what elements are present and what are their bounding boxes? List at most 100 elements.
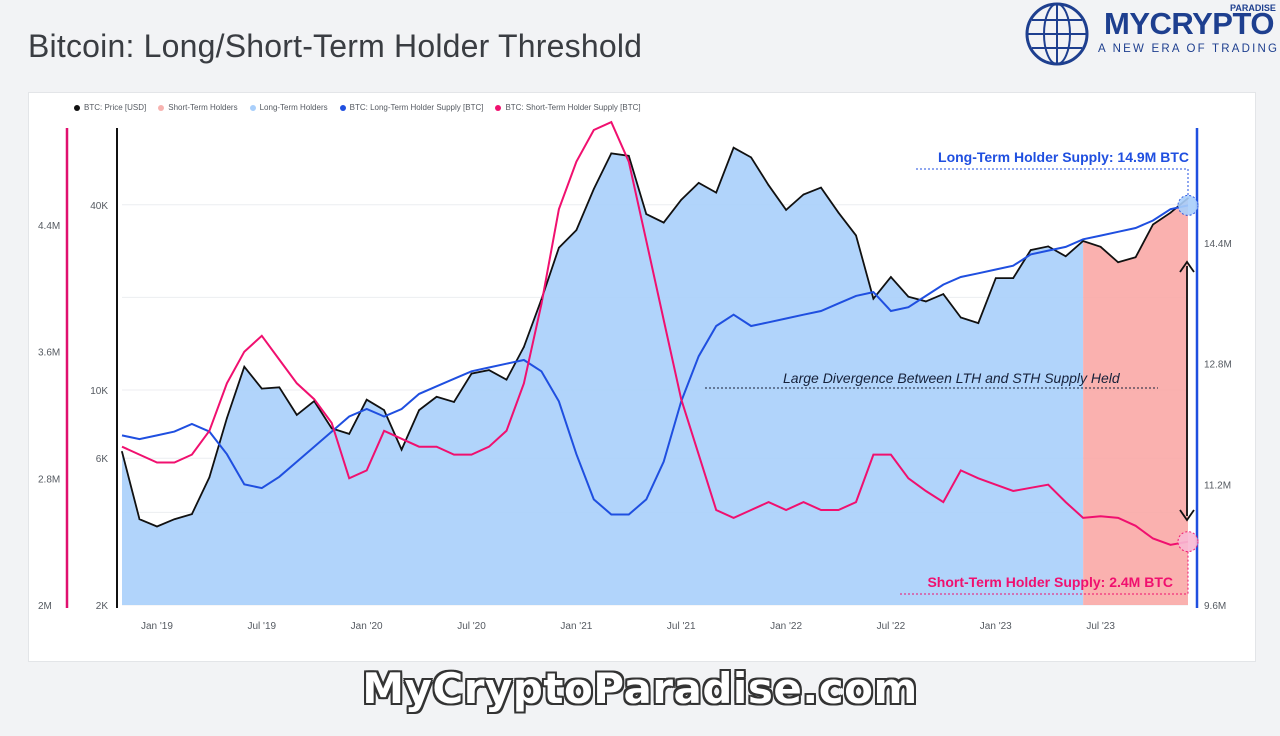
- x-axis-tick-5: Jul '21: [667, 621, 696, 632]
- price-point-25: [558, 246, 560, 249]
- series-sth-supply-line: [121, 120, 1189, 546]
- price-point-17: [418, 409, 420, 411]
- x-axis-tick-7: Jul '22: [877, 621, 906, 632]
- price-point-54: [1064, 255, 1067, 258]
- price-point-21: [488, 369, 490, 371]
- price-point-49: [977, 322, 980, 324]
- price-point-41: [837, 211, 840, 214]
- legend-label-sth-supply: BTC: Short-Term Holder Supply [BTC]: [505, 103, 641, 112]
- price-point-35: [732, 146, 735, 149]
- price-axis-tick-0: 2K: [96, 601, 109, 612]
- price-point-39: [802, 193, 805, 196]
- price-point-13: [348, 433, 350, 435]
- price-point-32: [680, 199, 683, 201]
- price-point-36: [750, 156, 752, 159]
- legend-swatch-sth-supply: [495, 104, 502, 111]
- series-lth-supply-line: [121, 204, 1189, 516]
- lth-axis-tick-2: 12.8M: [1204, 360, 1232, 371]
- price-point-47: [942, 293, 945, 295]
- sth-axis-tick-2: 3.6M: [38, 348, 60, 359]
- watermark: MyCryptoParadise.com: [362, 664, 918, 713]
- page-title: Bitcoin: Long/Short-Term Holder Threshol…: [28, 28, 643, 64]
- price-point-55: [1082, 240, 1084, 242]
- x-axis-tick-9: Jul '23: [1086, 621, 1115, 632]
- price-point-42: [855, 234, 857, 237]
- price-point-37: [767, 184, 770, 187]
- price-point-20: [470, 372, 473, 375]
- x-axis-tick-2: Jan '20: [351, 621, 383, 632]
- price-point-43: [872, 297, 875, 300]
- sth-axis-tick-3: 4.4M: [38, 221, 60, 232]
- legend-item-price: BTC: Price [USD]: [74, 103, 146, 112]
- legend-swatch-lth-supply: [339, 104, 346, 111]
- price-point-19: [453, 401, 455, 403]
- price-point-11: [313, 400, 316, 402]
- chart-legend: BTC: Price [USD] Short-Term Holders Long…: [74, 103, 641, 112]
- legend-item-sth-supply: BTC: Short-Term Holder Supply [BTC]: [495, 103, 641, 112]
- price-point-48: [960, 316, 962, 319]
- price-point-6: [226, 417, 228, 419]
- logo-subbrand: PARADISE: [1230, 3, 1276, 13]
- sth-supply-annotation: Short-Term Holder Supply: 2.4M BTC: [927, 574, 1173, 590]
- price-point-2: [156, 525, 158, 528]
- price-point-38: [785, 209, 787, 211]
- series-price-line: [121, 146, 1189, 528]
- legend-label-lth-supply: BTC: Long-Term Holder Supply [BTC]: [349, 103, 484, 112]
- lth-axis-tick-1: 11.2M: [1204, 480, 1231, 491]
- price-point-0: [121, 450, 123, 453]
- price-point-45: [907, 295, 910, 298]
- long-term-holders-area: [122, 147, 1084, 605]
- price-point-46: [925, 300, 927, 303]
- globe-icon: [1025, 2, 1089, 66]
- lth-axis-tick-3: 14.4M: [1204, 239, 1232, 250]
- price-point-51: [1012, 277, 1015, 279]
- legend-label-price: BTC: Price [USD]: [84, 103, 147, 112]
- price-point-58: [1134, 256, 1137, 259]
- price-point-10: [295, 414, 298, 416]
- x-axis-tick-4: Jan '21: [560, 621, 592, 632]
- lth-axis-tick-0: 9.6M: [1204, 601, 1226, 612]
- short-term-holders-area: [1083, 198, 1188, 605]
- price-axis-tick-2: 10K: [90, 386, 108, 397]
- price-point-56: [1099, 246, 1102, 248]
- price-point-52: [1029, 249, 1032, 251]
- price-point-9: [278, 386, 281, 389]
- price-point-22: [505, 378, 508, 381]
- sth-axis-tick-1: 2.8M: [38, 474, 60, 485]
- price-axis-tick-3: 40K: [90, 201, 108, 212]
- legend-label-long-term-holders: Long-Term Holders: [259, 103, 328, 112]
- price-point-59: [1152, 223, 1154, 226]
- price-point-57: [1117, 261, 1119, 264]
- sth-endpoint-marker: [1177, 531, 1199, 553]
- logo-name: MYCRYPTO: [1104, 6, 1274, 41]
- price-point-3: [173, 518, 176, 521]
- price-point-31: [662, 221, 665, 224]
- price-point-18: [435, 396, 438, 398]
- price-point-60: [1169, 211, 1172, 214]
- x-axis-tick-3: Jul '20: [457, 621, 486, 632]
- price-point-15: [383, 409, 385, 411]
- logo-tagline: A NEW ERA OF TRADING: [1098, 43, 1280, 55]
- legend-item-short-term-holders: Short-Term Holders: [158, 103, 238, 112]
- divergence-arrow-head-down: [1179, 509, 1195, 522]
- price-point-5: [208, 476, 211, 479]
- legend-swatch-short-term-holders: [158, 104, 165, 111]
- legend-item-long-term-holders: Long-Term Holders: [249, 103, 328, 112]
- price-point-7: [243, 365, 246, 368]
- price-point-27: [593, 188, 595, 190]
- price-point-29: [627, 155, 630, 157]
- price-point-53: [1047, 245, 1049, 248]
- brand-logo: PARADISE MYCRYPTO A NEW ERA OF TRADING: [1022, 0, 1280, 70]
- price-point-26: [575, 229, 578, 231]
- x-axis-tick-6: Jan '22: [770, 621, 802, 632]
- price-point-40: [820, 186, 822, 189]
- legend-swatch-price: [74, 104, 80, 111]
- divergence-arrow-head-up: [1179, 260, 1195, 273]
- price-point-14: [365, 398, 368, 401]
- price-point-12: [330, 427, 333, 430]
- divergence-annotation: Large Divergence Between LTH and STH Sup…: [783, 370, 1121, 386]
- sth-axis-tick-0: 2M: [38, 601, 52, 612]
- price-axis-tick-1: 6K: [96, 454, 109, 465]
- x-axis-tick-8: Jan '23: [980, 621, 1012, 632]
